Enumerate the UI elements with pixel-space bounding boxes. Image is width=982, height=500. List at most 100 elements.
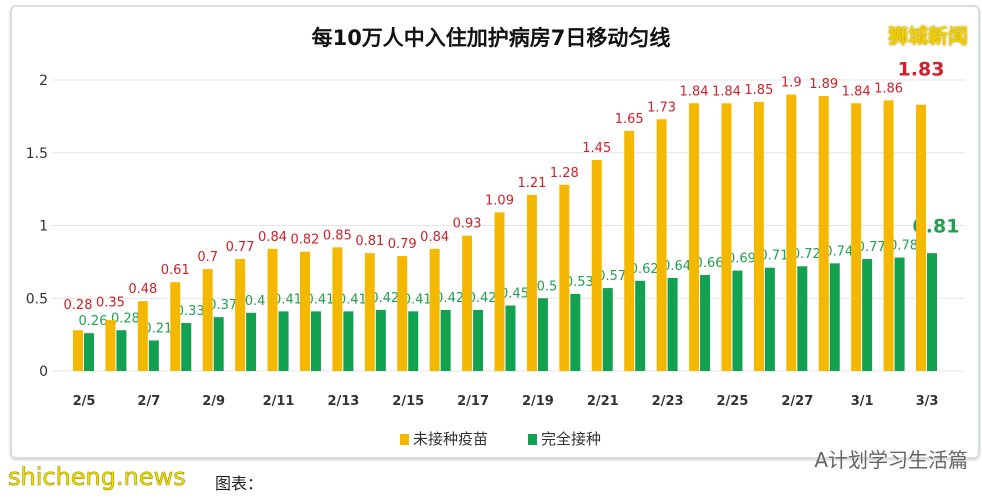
bar-vaccinated [635,280,646,371]
bar-unvaccinated [299,251,310,371]
data-label: 0.57 [597,269,626,284]
bar-unvaccinated [364,253,375,371]
bar-vaccinated [181,322,192,371]
data-label: 0.62 [630,262,659,277]
data-label: 1.83 [898,58,945,80]
x-tick-label: 2/11 [263,394,295,409]
data-label: 0.48 [128,282,157,297]
data-label: 0.78 [889,239,918,254]
data-label: 0.41 [338,292,367,307]
bar-unvaccinated [818,96,829,371]
bar-vaccinated [797,266,808,371]
bar-unvaccinated [883,100,894,372]
data-label: 1.21 [517,176,546,191]
data-label: 0.5 [537,279,558,294]
data-label: 1.65 [615,112,644,127]
data-label: 0.21 [143,321,172,336]
x-tick-label: 2/27 [781,394,813,409]
data-label: 0.82 [290,233,319,248]
bar-unvaccinated [689,103,700,371]
data-label: 1.73 [647,100,676,115]
bar-vaccinated [732,270,743,371]
x-tick-label: 2/9 [202,394,225,409]
data-label: 0.77 [226,240,255,255]
bar-unvaccinated [624,130,635,371]
data-label: 0.79 [388,237,417,252]
y-tick-label: 1.5 [26,146,48,162]
data-label: 1.86 [874,81,903,96]
bar-unvaccinated [235,258,246,371]
data-label: 0.72 [792,247,821,262]
data-label: 0.74 [824,244,853,259]
data-label: 0.28 [64,298,93,313]
bar-unvaccinated [170,282,181,371]
legend-item-vaccinated: 完全接种 [528,428,601,449]
bar-vaccinated [310,311,321,371]
data-label: 0.66 [695,256,724,271]
bar-unvaccinated [591,160,602,371]
x-tick-label: 2/17 [457,394,489,409]
data-label: 1.89 [809,77,838,92]
bar-unvaccinated [137,301,148,371]
legend-label: 完全接种 [541,430,602,448]
bar-unvaccinated [494,212,505,371]
data-label: 0.7 [197,250,218,265]
data-label: 0.69 [727,252,756,267]
bar-unvaccinated [429,248,440,371]
data-label: 0.4 [245,294,266,309]
bar-vaccinated [602,288,613,371]
bar-vaccinated [537,298,548,371]
data-label: 0.93 [453,217,482,232]
data-label: 0.37 [208,298,237,313]
data-label: 0.28 [111,311,140,326]
bar-vaccinated [505,305,516,371]
x-tick-label: 2/21 [587,394,619,409]
legend-item-unvaccinated: 未接种疫苗 [400,428,488,449]
data-label: 0.77 [857,240,886,255]
data-label: 0.61 [161,263,190,278]
data-label: 0.42 [468,291,497,306]
bar-vaccinated [84,333,94,371]
x-tick-label: 3/3 [916,394,939,409]
bar-vaccinated [667,277,678,371]
bar-unvaccinated [656,119,667,371]
y-tick-label: 0 [39,364,48,380]
bar-unvaccinated [916,104,926,372]
x-tick-label: 2/25 [717,394,749,409]
bar-vaccinated [894,257,905,371]
bar-vaccinated [764,267,775,371]
bar-unvaccinated [851,103,862,371]
x-tick-label: 2/13 [327,394,359,409]
data-label: 0.35 [96,295,125,310]
data-label: 0.85 [323,228,352,243]
y-tick-label: 2 [39,73,48,89]
data-label: 0.71 [759,249,788,264]
data-label: 0.64 [662,259,691,274]
data-label: 1.84 [712,84,741,99]
data-label: 0.33 [176,304,205,319]
bar-vaccinated [278,311,289,371]
legend-label: 未接种疫苗 [413,430,489,448]
wechat-account: A计划学习生活篇 [814,448,968,472]
legend-swatch [400,434,409,445]
data-label: 0.26 [79,314,108,329]
data-label: 0.41 [305,292,334,307]
bar-unvaccinated [202,269,213,371]
bar-unvaccinated [105,320,116,371]
chart-frame [10,5,980,459]
x-tick-label: 2/23 [652,394,684,409]
bar-unvaccinated [753,101,764,371]
bar-vaccinated [213,317,224,371]
legend-swatch [528,434,538,445]
bar-vaccinated [440,309,451,371]
data-label: 1.9 [781,76,802,91]
chart-title: 每10万人中入住加护病房7日移动匀线 [311,26,671,50]
bar-vaccinated [473,309,484,371]
data-label: 1.84 [680,84,709,99]
bar-unvaccinated [462,235,473,371]
bar-unvaccinated [397,256,408,371]
chart-credit: 图表： [215,474,264,493]
data-label: 1.09 [485,193,514,208]
data-label: 0.81 [355,234,384,249]
